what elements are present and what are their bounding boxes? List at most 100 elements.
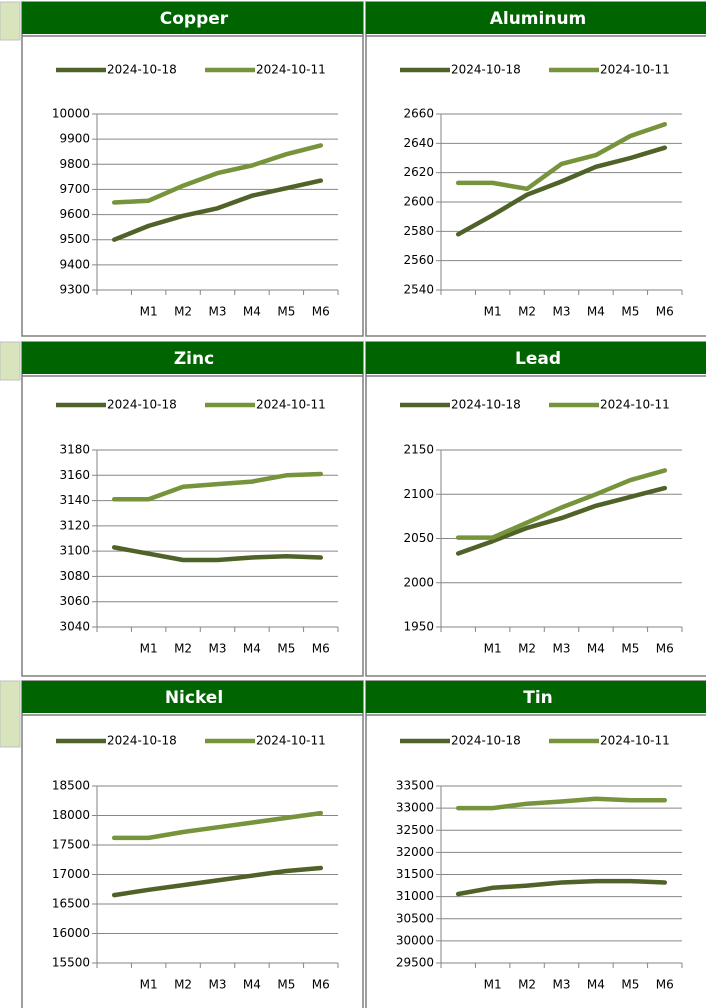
header	[22, 2, 363, 34]
y-tick-label: 2150	[403, 443, 434, 457]
y-tick-label: 9800	[59, 157, 90, 171]
legend-label: 2024-10-11	[600, 63, 670, 77]
panel	[365, 1, 706, 337]
x-tick-label: M5	[277, 978, 295, 992]
x-tick-label: M5	[277, 642, 295, 656]
series-line	[111, 545, 324, 563]
y-tick-label: 9700	[59, 182, 90, 196]
x-tick-label: M4	[243, 978, 261, 992]
x-tick-label: M2	[174, 642, 192, 656]
header	[22, 681, 363, 713]
x-tick-label: M1	[484, 642, 502, 656]
x-tick-label: M2	[518, 305, 536, 319]
y-tick-label: 17500	[52, 838, 90, 852]
y-tick-label: 9300	[59, 283, 90, 297]
y-tick-label: 17000	[52, 867, 90, 881]
series-line	[455, 485, 668, 556]
y-tick-label: 30500	[396, 911, 434, 925]
chart-title: Aluminum	[490, 9, 587, 29]
y-tick-label: 3080	[59, 569, 90, 583]
y-tick-label: 2540	[403, 283, 434, 297]
x-tick-label: M4	[587, 978, 605, 992]
y-tick-label: 29500	[396, 956, 434, 970]
y-tick-label: 31500	[396, 867, 434, 881]
x-tick-label: M6	[656, 978, 674, 992]
y-tick-label: 9400	[59, 257, 90, 271]
cell	[0, 680, 21, 748]
y-tick-label: 31000	[396, 889, 434, 903]
y-tick-label: 3120	[59, 518, 90, 532]
y-tick-label: 9900	[59, 132, 90, 146]
chart-title: Zinc	[174, 349, 214, 369]
x-tick-label: M6	[312, 642, 330, 656]
x-tick-label: M6	[656, 305, 674, 319]
y-tick-label: 10000	[52, 107, 90, 121]
y-tick-label: 30000	[396, 933, 434, 947]
x-tick-label: M4	[243, 642, 261, 656]
y-tick-label: 3060	[59, 594, 90, 608]
x-tick-label: M2	[518, 978, 536, 992]
legend-label: 2024-10-18	[451, 734, 521, 748]
legend-label: 2024-10-18	[451, 398, 521, 412]
legend-label: 2024-10-18	[107, 734, 177, 748]
chart-title: Copper	[160, 9, 229, 29]
y-tick-label: 2580	[403, 224, 434, 238]
y-tick-label: 2100	[403, 487, 434, 501]
x-tick-label: M1	[484, 305, 502, 319]
y-tick-label: 15500	[52, 956, 90, 970]
series-line	[111, 865, 324, 898]
panel	[21, 341, 364, 677]
x-tick-label: M1	[140, 305, 158, 319]
y-tick-label: 18500	[52, 779, 90, 793]
y-tick-label: 2600	[403, 195, 434, 209]
y-tick-label: 2640	[403, 136, 434, 150]
y-tick-label: 3140	[59, 493, 90, 507]
y-tick-label: 9500	[59, 232, 90, 246]
y-tick-label: 9600	[59, 207, 90, 221]
panel	[21, 1, 364, 337]
series-line	[455, 878, 668, 897]
legend-label: 2024-10-11	[256, 398, 326, 412]
row-headers	[0, 1, 21, 748]
series-line	[111, 471, 324, 502]
y-tick-label: 3040	[59, 620, 90, 634]
header	[22, 342, 363, 374]
x-tick-label: M3	[209, 642, 227, 656]
y-tick-label: 33500	[396, 779, 434, 793]
series-line	[455, 122, 668, 192]
x-tick-label: M5	[621, 642, 639, 656]
header	[366, 681, 706, 713]
legend-label: 2024-10-11	[600, 398, 670, 412]
series-line	[455, 145, 668, 237]
x-tick-label: M3	[553, 305, 571, 319]
y-tick-label: 2050	[403, 531, 434, 545]
panel	[365, 680, 706, 1008]
series-line	[455, 796, 668, 811]
x-tick-label: M3	[209, 978, 227, 992]
y-tick-label: 2000	[403, 575, 434, 589]
cell	[0, 1, 21, 41]
y-tick-label: 2560	[403, 253, 434, 267]
y-tick-label: 33000	[396, 801, 434, 815]
cell	[0, 341, 21, 381]
y-tick-label: 32500	[396, 823, 434, 837]
y-tick-label: 3160	[59, 468, 90, 482]
x-tick-label: M4	[587, 642, 605, 656]
y-tick-label: 1950	[403, 620, 434, 634]
y-tick-label: 16000	[52, 926, 90, 940]
chart-title: Lead	[515, 349, 561, 369]
x-tick-label: M3	[209, 305, 227, 319]
x-tick-label: M5	[621, 305, 639, 319]
chart-title: Tin	[523, 688, 553, 708]
header	[366, 2, 706, 34]
header	[366, 342, 706, 374]
x-tick-label: M2	[174, 978, 192, 992]
series-line	[111, 810, 324, 841]
x-tick-label: M4	[587, 305, 605, 319]
y-tick-label: 3180	[59, 443, 90, 457]
x-tick-label: M6	[656, 642, 674, 656]
y-tick-label: 32000	[396, 845, 434, 859]
legend-label: 2024-10-18	[107, 63, 177, 77]
series-line	[455, 468, 668, 540]
legend-label: 2024-10-18	[451, 63, 521, 77]
